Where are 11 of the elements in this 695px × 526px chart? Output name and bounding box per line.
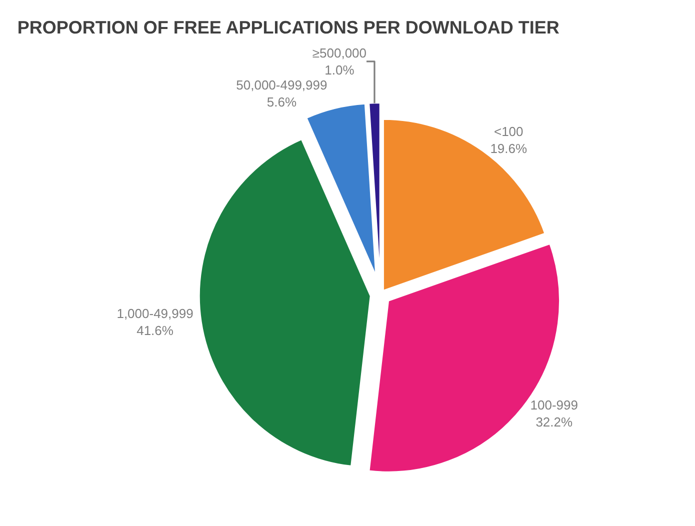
chart-title: PROPORTION OF FREE APPLICATIONS PER DOWNLOAD TIER — [17, 18, 560, 38]
data-label: 32.2% — [536, 414, 573, 430]
slice-label: ≥500,000 — [312, 46, 367, 61]
data-label: 5.6% — [266, 94, 297, 110]
slice-label: 1,000-49,999 — [116, 306, 194, 322]
slice-label: 50,000-499,999 — [236, 77, 328, 92]
data-label: 1.0% — [324, 62, 355, 78]
slice-label: <100 — [494, 124, 524, 140]
slice-label: 100-999 — [530, 398, 578, 413]
data-label: 19.6% — [490, 141, 528, 156]
data-label: 41.6% — [136, 323, 174, 338]
